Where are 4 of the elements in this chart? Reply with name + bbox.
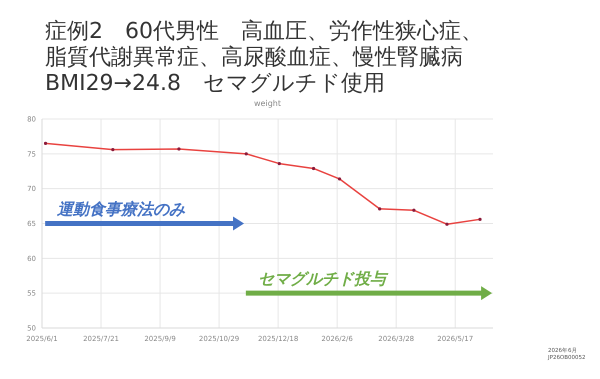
- annotation: 運動食事療法のみ: [56, 200, 186, 218]
- chart-subtitle: weight: [254, 99, 281, 108]
- annotation: セマグルチド投与: [258, 269, 389, 288]
- chart-title: 症例2 60代男性 高血圧、労作性狭心症、脂質代謝異常症、高尿酸血症、慢性腎臓病BMI29→24.8 セマグルチド使用: [45, 19, 483, 96]
